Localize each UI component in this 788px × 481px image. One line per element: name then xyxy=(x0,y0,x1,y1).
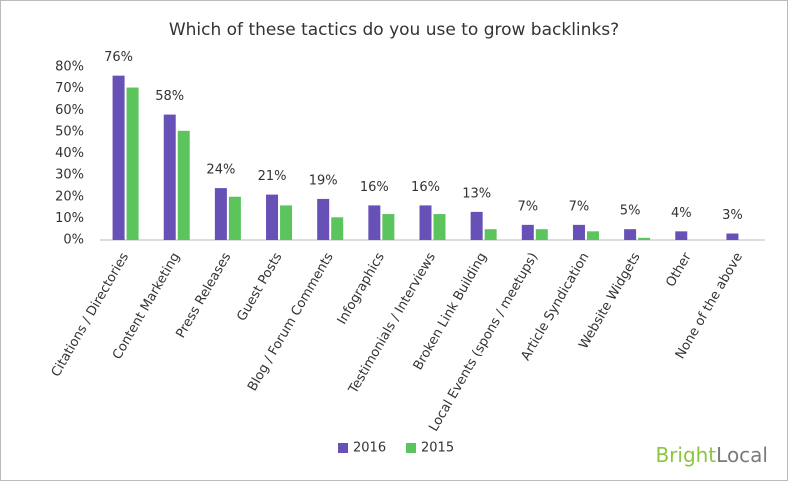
data-label: 13% xyxy=(462,186,491,201)
bar xyxy=(163,114,176,240)
data-label: 16% xyxy=(360,180,389,195)
bar xyxy=(726,233,739,240)
bar xyxy=(228,196,241,240)
bar xyxy=(624,229,637,240)
data-label: 24% xyxy=(206,163,235,178)
y-tick-label: 80% xyxy=(55,60,84,75)
bar xyxy=(675,231,688,240)
brand-part: Local xyxy=(716,443,768,467)
y-tick-label: 20% xyxy=(55,189,84,204)
bar xyxy=(535,229,548,240)
y-tick-label: 50% xyxy=(55,124,84,139)
data-label: 5% xyxy=(620,204,641,219)
bar xyxy=(177,130,190,240)
legend-label: 2016 xyxy=(353,441,386,456)
bar xyxy=(280,205,293,240)
y-tick-label: 40% xyxy=(55,146,84,161)
y-tick-label: 60% xyxy=(55,103,84,118)
brand-part: Bright xyxy=(655,443,716,467)
data-label: 16% xyxy=(411,180,440,195)
data-label: 76% xyxy=(104,50,133,65)
brand: BrightLocal xyxy=(655,443,768,467)
bar xyxy=(126,87,139,240)
legend-label: 2015 xyxy=(421,441,454,456)
bar xyxy=(382,214,395,240)
bar xyxy=(214,188,227,240)
data-label: 21% xyxy=(258,169,287,184)
y-tick-label: 70% xyxy=(55,81,84,96)
legend-swatch xyxy=(338,443,348,453)
bar xyxy=(433,214,446,240)
y-tick-label: 30% xyxy=(55,168,84,183)
bar xyxy=(572,224,585,240)
bar xyxy=(586,231,599,240)
bar xyxy=(331,217,344,240)
bar xyxy=(638,237,651,240)
bar xyxy=(470,211,483,240)
chart-title: Which of these tactics do you use to gro… xyxy=(169,20,619,40)
data-label: 58% xyxy=(155,89,184,104)
data-label: 7% xyxy=(517,199,538,214)
bar xyxy=(368,205,381,240)
legend-swatch xyxy=(406,443,416,453)
data-label: 7% xyxy=(569,199,590,214)
bar xyxy=(266,194,279,240)
bar xyxy=(419,205,432,240)
bar xyxy=(112,75,125,241)
y-tick-label: 10% xyxy=(55,211,84,226)
y-tick-label: 0% xyxy=(63,233,84,248)
data-label: 4% xyxy=(671,206,692,221)
bar xyxy=(317,198,330,240)
data-label: 19% xyxy=(309,173,338,188)
data-label: 3% xyxy=(722,208,743,223)
bar xyxy=(484,229,497,240)
bar xyxy=(521,224,534,240)
